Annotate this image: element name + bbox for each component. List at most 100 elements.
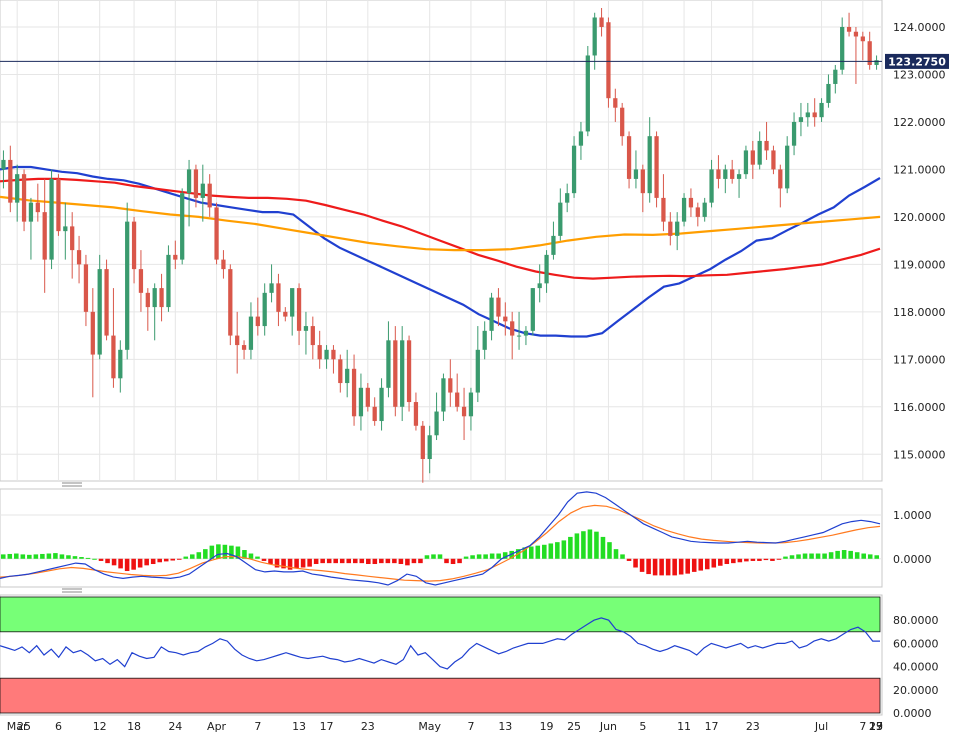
candle [180, 188, 185, 265]
candle-body [482, 330, 487, 350]
candle-body [104, 269, 109, 336]
candle [723, 164, 728, 194]
macd-histogram-bar [607, 542, 612, 559]
candle [338, 354, 343, 393]
macd-histogram-bar [633, 558, 638, 568]
macd-histogram-bar [574, 533, 580, 559]
date-tick: 24 [168, 720, 182, 733]
macd-histogram-bar [600, 536, 606, 559]
candle [709, 159, 714, 208]
candle-body [90, 311, 95, 355]
price-y-axis: 115.0000 116.0000 117.0000 118.0000 119.0000… [893, 21, 946, 461]
candle [736, 169, 742, 198]
candle-body [49, 178, 54, 260]
macd-panel-drag-handle[interactable] [62, 588, 82, 593]
macd-histogram-bar [372, 558, 378, 565]
macd-histogram-bar [183, 556, 189, 559]
candle [798, 102, 804, 137]
candle [791, 112, 797, 156]
price-y-tick: 117.0000 [893, 353, 946, 366]
macd-histogram-bar [841, 550, 847, 559]
candle [28, 197, 34, 260]
candle [455, 373, 460, 412]
candle-body [63, 226, 68, 232]
macd-histogram-bar [235, 546, 241, 559]
candle [874, 55, 879, 70]
candle [599, 8, 604, 37]
candle [757, 131, 762, 170]
macd-histogram-bar [287, 558, 293, 570]
candle [571, 136, 577, 198]
candle-body [28, 202, 34, 222]
macd-histogram-bar [170, 558, 176, 561]
candle [131, 216, 137, 284]
macd-y-tick: 1.0000 [893, 509, 932, 522]
candle-body [785, 145, 790, 189]
candle [331, 345, 336, 374]
candle-body [386, 340, 391, 388]
candle-body [131, 221, 137, 270]
macd-lines [0, 491, 881, 586]
candle-body [276, 283, 281, 312]
macd-histogram-bar [763, 558, 769, 561]
candle-body [35, 202, 40, 213]
candle [764, 121, 769, 160]
candle [145, 288, 150, 331]
macd-histogram-bar [652, 558, 658, 576]
candle-body [675, 221, 680, 236]
macd-histogram-bar [854, 552, 860, 559]
candle [812, 98, 817, 127]
macd-histogram-bar [359, 558, 365, 564]
candle [63, 202, 68, 260]
rsi-panel: 0.0000 20.0000 40.0000 60.0000 80.0000 [0, 594, 939, 720]
candle [771, 145, 776, 175]
macd-histogram-bar [613, 549, 619, 559]
candle [8, 145, 13, 213]
candle [310, 316, 315, 360]
candle-body [393, 340, 398, 407]
macd-histogram-bar [861, 553, 866, 559]
candle-body [798, 117, 804, 122]
candle-body [791, 121, 797, 146]
macd-histogram-bar [483, 554, 488, 559]
candle [523, 326, 529, 346]
macd-histogram-bar [555, 542, 560, 559]
macd-histogram-bar [137, 558, 143, 568]
candle-body [159, 288, 164, 308]
price-panel-drag-handle[interactable] [62, 482, 82, 487]
candle-body [56, 178, 61, 232]
candle [661, 174, 666, 232]
candle [15, 164, 20, 222]
macd-histogram-bar [85, 557, 91, 559]
candle [235, 311, 240, 374]
price-y-tick: 116.0000 [893, 401, 946, 414]
macd-histogram-bar [502, 552, 508, 559]
macd-histogram-bar [568, 536, 573, 559]
candle [695, 202, 700, 227]
date-tick: 19 [540, 720, 554, 733]
oversold-zone [0, 677, 881, 714]
date-tick: 11 [677, 720, 691, 733]
macd-histogram-bar [815, 553, 821, 559]
candle-body [186, 169, 192, 194]
candle [358, 373, 364, 431]
candle-body [455, 392, 460, 407]
candle-body [695, 207, 700, 217]
macd-histogram-bar [509, 550, 514, 559]
candle-body [200, 183, 205, 198]
candle [186, 159, 192, 227]
candle-body [812, 112, 817, 118]
candle [241, 340, 247, 360]
candle [516, 311, 522, 350]
macd-histogram-bar [0, 554, 6, 559]
candle-body [709, 169, 714, 203]
candle [214, 202, 219, 265]
candle-body [551, 235, 556, 255]
candle-body [558, 202, 563, 236]
candle [702, 197, 707, 222]
candle [846, 12, 852, 37]
candle [654, 131, 659, 208]
candle-body [351, 368, 357, 417]
candle-body [860, 36, 865, 42]
macd-histogram-bar [411, 558, 417, 564]
